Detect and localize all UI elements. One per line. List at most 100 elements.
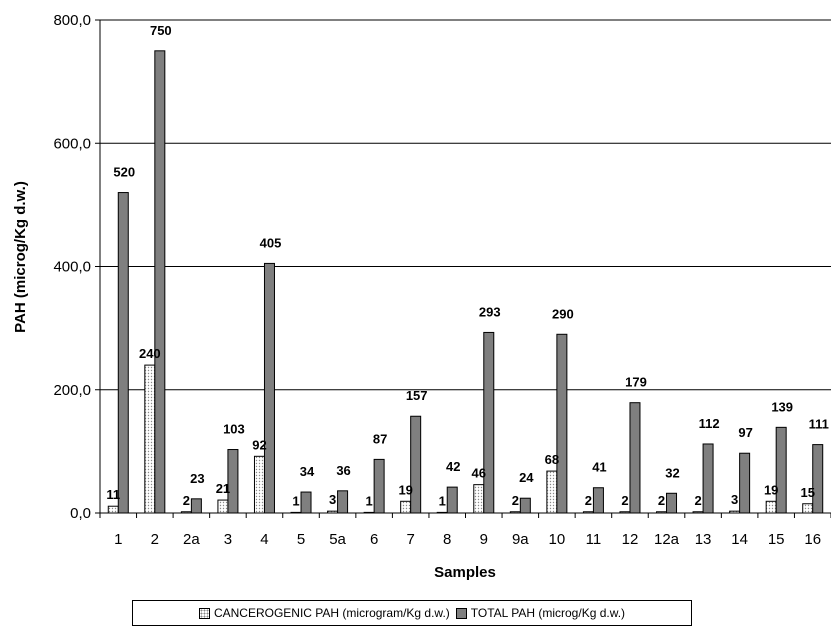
bar-total: [154, 50, 166, 514]
data-label-total: 112: [699, 416, 720, 431]
data-label-cancerogenic: 3: [731, 492, 738, 507]
data-label-total: 179: [625, 375, 647, 390]
data-label-cancerogenic: 15: [800, 485, 814, 500]
bar-total: [373, 458, 385, 514]
x-tick-label: 2: [151, 531, 159, 548]
data-label-cancerogenic: 11: [106, 487, 120, 502]
bar-total: [483, 331, 495, 514]
x-axis-title: Samples: [434, 564, 496, 581]
data-label-cancerogenic: 2: [658, 493, 665, 508]
bar-total: [812, 444, 824, 514]
bar-cancerogenic: [802, 503, 814, 514]
data-label-cancerogenic: 19: [764, 482, 778, 497]
data-label-total: 24: [519, 470, 534, 485]
data-label-total: 290: [552, 306, 574, 321]
bar-total: [592, 487, 604, 514]
x-tick-label: 6: [370, 531, 378, 548]
data-label-cancerogenic: 46: [472, 466, 486, 481]
legend: CANCEROGENIC PAH (microgram/Kg d.w.) TOT…: [132, 600, 692, 626]
bar-cancerogenic: [144, 364, 156, 514]
bar-total: [519, 497, 531, 514]
data-label-cancerogenic: 2: [621, 493, 628, 508]
x-tick-label: 8: [443, 531, 451, 548]
bar-cancerogenic: [765, 500, 777, 514]
data-label-total: 34: [300, 464, 315, 479]
bar-cancerogenic: [107, 505, 119, 514]
data-label-cancerogenic: 92: [252, 437, 266, 452]
data-label-total: 87: [373, 431, 387, 446]
y-tick-label: 800,0: [53, 12, 91, 29]
bar-total: [666, 492, 678, 514]
bar-total: [775, 426, 787, 514]
data-label-total: 293: [479, 304, 501, 319]
data-label-cancerogenic: 2: [694, 493, 701, 508]
data-label-cancerogenic: 2: [585, 493, 592, 508]
x-tick-label: 1: [114, 531, 122, 548]
x-tick-label: 3: [224, 531, 232, 548]
bar-total: [263, 262, 275, 514]
data-label-cancerogenic: 2: [512, 493, 519, 508]
x-tick-label: 10: [549, 531, 566, 548]
y-tick-label: 0,0: [70, 505, 91, 522]
x-tick-label: 12: [622, 531, 639, 548]
data-label-cancerogenic: 1: [439, 493, 446, 508]
bar-cancerogenic: [546, 470, 558, 514]
legend-swatch-total: [455, 607, 467, 619]
data-label-total: 42: [446, 459, 460, 474]
y-tick-label: 600,0: [53, 135, 91, 152]
x-tick-label: 11: [586, 531, 602, 548]
y-axis-title: PAH (microg/Kg d.w.): [12, 181, 29, 333]
data-label-cancerogenic: 1: [292, 493, 299, 508]
data-labels: 1152024075022321103924051343361871915714…: [106, 23, 828, 509]
data-label-total: 111: [809, 417, 829, 432]
data-label-cancerogenic: 3: [329, 492, 336, 507]
bar-cancerogenic: [400, 500, 412, 514]
bar-total: [410, 415, 422, 514]
data-label-total: 23: [190, 471, 204, 486]
data-label-cancerogenic: 19: [398, 482, 412, 497]
x-tick-label: 14: [731, 531, 748, 548]
data-label-total: 750: [150, 23, 172, 38]
data-label-cancerogenic: 1: [366, 493, 373, 508]
y-tick-label: 400,0: [53, 259, 91, 276]
data-label-cancerogenic: 2: [183, 493, 190, 508]
bar-cancerogenic: [253, 455, 265, 514]
legend-swatch-cancerogenic: [198, 607, 210, 619]
bar-total: [337, 490, 349, 514]
gridlines: [100, 19, 831, 391]
bars: [107, 50, 824, 514]
x-tick-label: 12a: [654, 531, 680, 548]
bar-total: [300, 491, 312, 514]
data-label-total: 41: [592, 460, 606, 475]
data-label-total: 32: [665, 465, 679, 480]
x-tick-label: 2a: [183, 531, 200, 548]
legend-item-total: TOTAL PAH (microg/Kg d.w.): [455, 606, 626, 620]
legend-item-cancerogenic: CANCEROGENIC PAH (microgram/Kg d.w.): [198, 606, 450, 620]
legend-label-cancerogenic: CANCEROGENIC PAH (microgram/Kg d.w.): [213, 606, 450, 620]
data-label-total: 36: [336, 463, 350, 478]
bar-total: [629, 402, 641, 514]
bar-cancerogenic: [217, 499, 229, 514]
data-label-total: 97: [738, 425, 752, 440]
bar-total: [739, 452, 751, 514]
data-label-cancerogenic: 240: [139, 346, 161, 361]
legend-label-total: TOTAL PAH (microg/Kg d.w.): [470, 606, 626, 620]
bar-total: [556, 333, 568, 514]
data-label-cancerogenic: 21: [216, 481, 230, 496]
data-label-total: 103: [223, 422, 245, 437]
x-tick-label: 13: [695, 531, 712, 548]
x-tick-label: 15: [768, 531, 785, 548]
x-tick-label: 16: [804, 531, 821, 548]
bar-total: [117, 192, 129, 514]
bar-total: [446, 486, 458, 514]
bar-total: [190, 498, 202, 514]
data-label-total: 157: [406, 388, 428, 403]
bar-total: [702, 443, 714, 514]
x-tick-label: 5a: [329, 531, 346, 548]
x-tick-label: 4: [260, 531, 268, 548]
data-label-total: 405: [260, 235, 282, 250]
x-tick-label: 5: [297, 531, 305, 548]
x-tick-label: 9: [480, 531, 488, 548]
